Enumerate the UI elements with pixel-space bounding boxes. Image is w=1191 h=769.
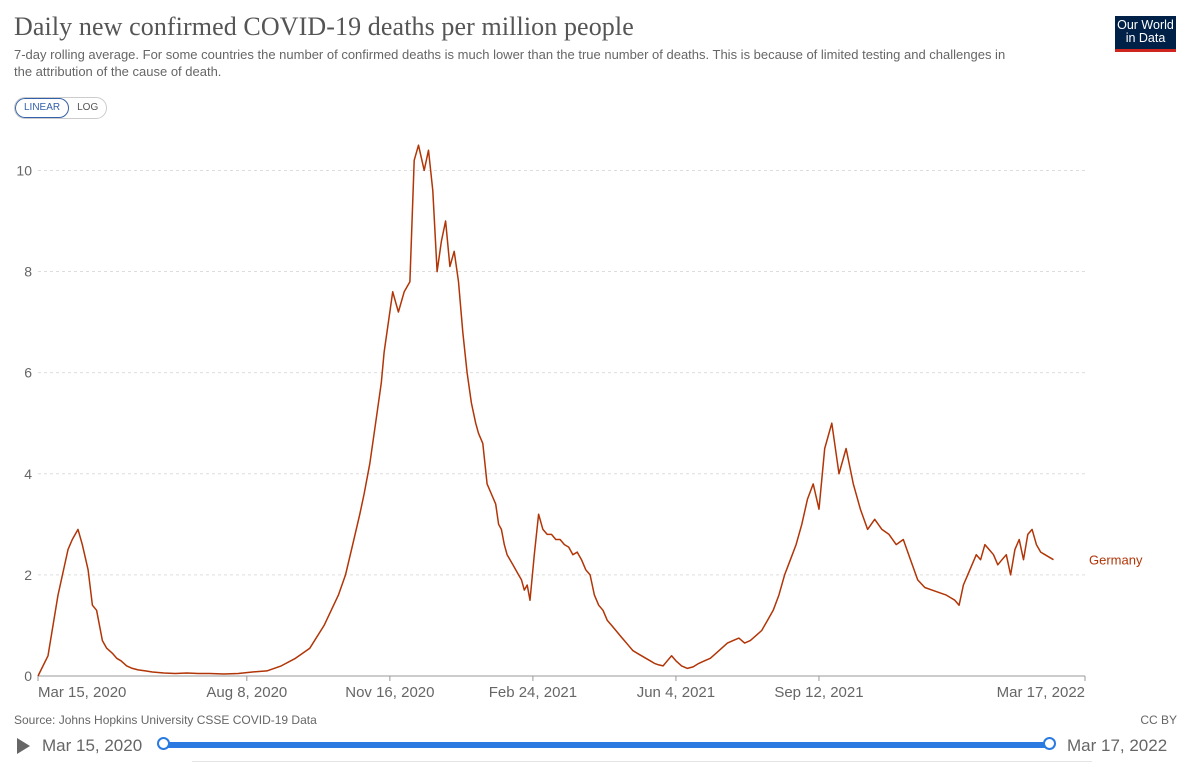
x-tick-label: Mar 17, 2022 [997,684,1085,701]
play-icon[interactable] [17,738,30,754]
y-tick-label: 6 [24,365,32,381]
x-tick-label: Aug 8, 2020 [206,684,287,701]
x-tick-label: Jun 4, 2021 [637,684,715,701]
series-line-germany[interactable] [37,144,1054,677]
x-tick-label: Sep 12, 2021 [774,684,863,701]
y-tick-label: 2 [24,567,32,583]
tab-bar-divider [192,761,1092,769]
timeline-end-label: Mar 17, 2022 [1067,736,1168,755]
x-axis-ticks: Mar 15, 2020 Aug 8, 2020 Nov 16, 2020 Feb 2… [37,676,1086,701]
x-tick-label: Mar 15, 2020 [38,684,126,701]
timeline-start-label: Mar 15, 2020 [42,736,143,755]
owid-logo[interactable]: Our World in Data [1115,16,1176,52]
logo-line-1: Our World [1117,18,1174,32]
series-end-label[interactable]: Germany [1089,553,1143,568]
x-tick-label: Feb 24, 2021 [489,684,577,701]
license-link[interactable]: CC BY [1140,713,1177,727]
y-axis-ticks: 0 2 4 6 8 10 [16,162,32,684]
series-layer: Germany [37,144,1143,677]
chart-subtitle: 7-day rolling average. For some countrie… [14,47,1006,79]
line-chart: 0 2 4 6 8 10 Mar 15, 2020 Aug 8, 2020 Nov 16, 2… [16,144,1143,701]
x-tick-label: Nov 16, 2020 [345,684,434,701]
scale-toggle: LINEAR LOG [14,97,108,119]
y-tick-label: 8 [24,264,32,280]
timeline-track[interactable] [164,742,1050,748]
timeline-end-handle[interactable] [1043,737,1056,750]
log-scale-button[interactable]: LOG [77,102,99,113]
y-tick-label: 4 [24,466,32,482]
y-tick-label: 0 [24,668,32,684]
timeline-start-handle[interactable] [157,737,170,750]
chart-title: Daily new confirmed COVID-19 deaths per … [14,12,634,41]
grid-layer [38,169,1085,677]
source-note[interactable]: Source: Johns Hopkins University CSSE CO… [14,713,317,727]
linear-scale-button[interactable]: LINEAR [15,98,70,118]
logo-line-2: in Data [1125,31,1166,45]
y-tick-label: 10 [16,162,32,178]
